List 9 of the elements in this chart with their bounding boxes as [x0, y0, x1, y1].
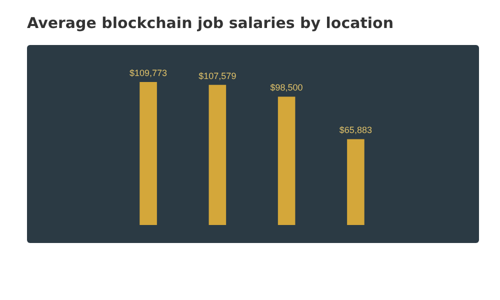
bar	[347, 139, 364, 225]
bar	[278, 96, 296, 225]
chart-title: Average blockchain job salaries by location	[27, 14, 394, 32]
bar	[140, 82, 157, 225]
data-label: $65,883	[339, 125, 372, 136]
bar	[208, 84, 226, 225]
data-label: $107,579	[198, 70, 236, 81]
data-label: $109,773	[130, 68, 168, 78]
data-label: $98,500	[270, 82, 303, 93]
